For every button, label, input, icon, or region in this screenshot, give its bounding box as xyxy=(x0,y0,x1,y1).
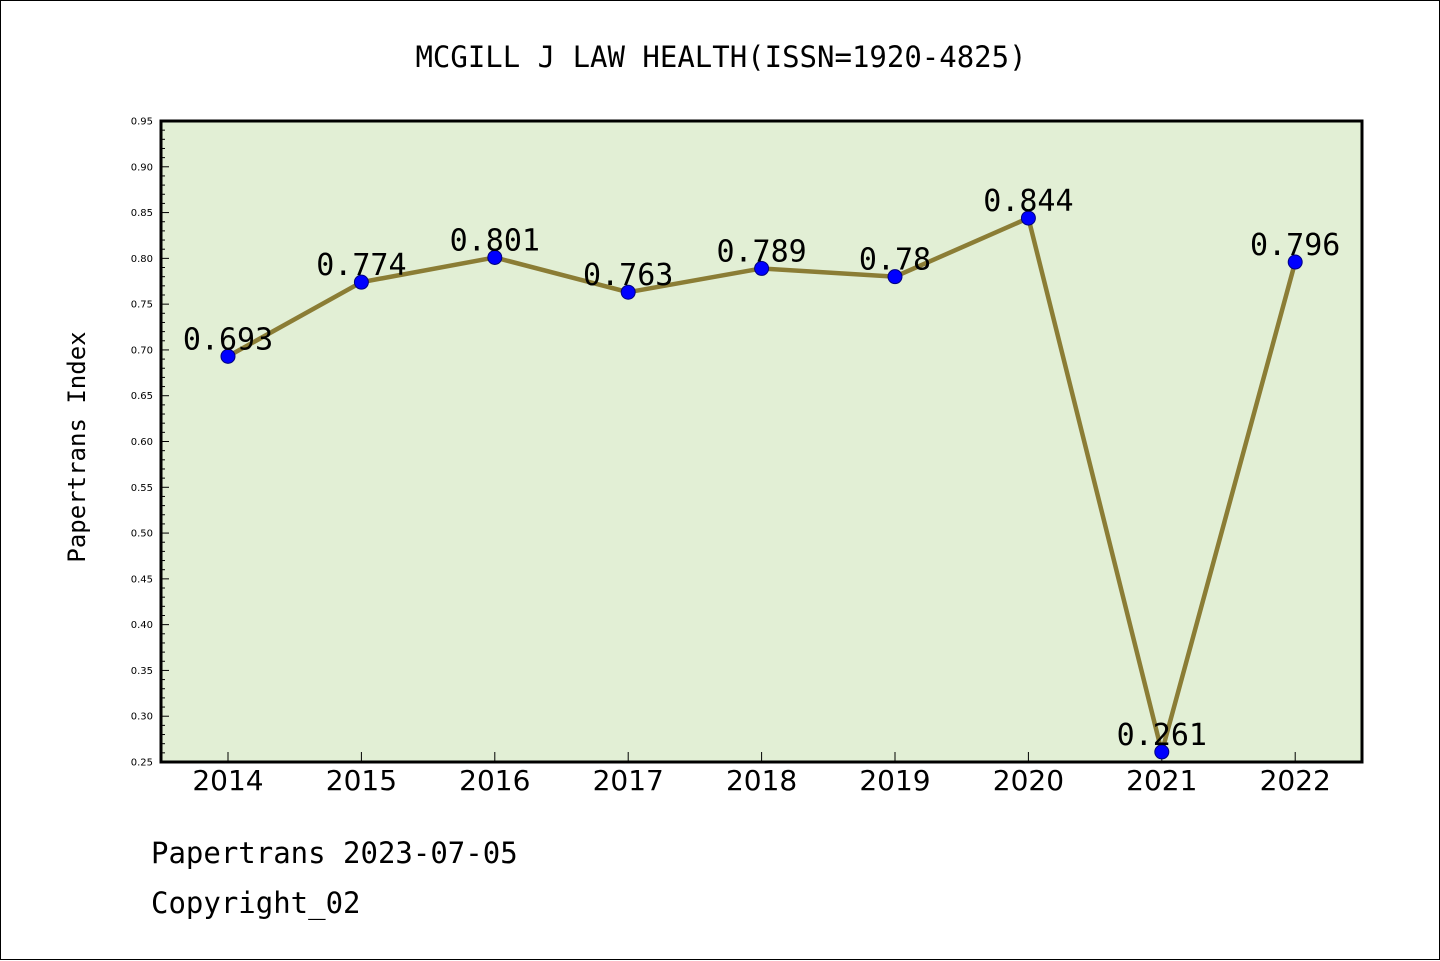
data-point xyxy=(1287,254,1303,270)
y-tick-label: 0.60 xyxy=(131,437,153,448)
y-tick-label: 0.50 xyxy=(131,529,153,540)
x-tick-label: 2016 xyxy=(459,764,530,797)
series-group: 0.693 0.774 0.801 0.763 0.789 0.78 0.844 0.261 0… xyxy=(183,184,1340,760)
data-label: 0.693 xyxy=(183,322,273,357)
x-tick-label: 2015 xyxy=(326,764,397,797)
data-label: 0.789 xyxy=(716,234,806,269)
data-label: 0.844 xyxy=(983,184,1073,219)
y-tick-label: 0.85 xyxy=(131,208,153,219)
data-point xyxy=(887,269,903,285)
data-label: 0.78 xyxy=(859,243,931,278)
y-tick-label: 0.30 xyxy=(131,712,153,723)
data-label: 0.261 xyxy=(1117,718,1207,753)
footer-date: Papertrans 2023-07-05 xyxy=(151,836,518,870)
x-tick-label: 2020 xyxy=(993,764,1064,797)
data-label: 0.796 xyxy=(1250,228,1340,263)
x-tick-label: 2021 xyxy=(1126,764,1197,797)
chart-title: MCGILL J LAW HEALTH(ISSN=1920-4825) xyxy=(415,40,1026,74)
data-point xyxy=(487,249,503,265)
y-tick-label: 0.95 xyxy=(131,117,153,128)
y-tick-label: 0.35 xyxy=(131,666,153,677)
y-tick-label: 0.90 xyxy=(131,162,153,173)
x-axis: 2014 2015 2016 2017 2018 2019 2020 2021 2022 xyxy=(192,752,1331,797)
y-tick-label: 0.25 xyxy=(131,758,153,769)
y-axis-label: Papertrans Index xyxy=(63,331,91,562)
data-point xyxy=(220,348,236,364)
y-tick-label: 0.55 xyxy=(131,483,153,494)
y-axis: 0.25 0.30 0.35 0.40 0.45 0.50 0.55 0.60 0.65 0.70… xyxy=(131,117,169,769)
x-tick-label: 2018 xyxy=(726,764,797,797)
footer-copyright: Copyright_02 xyxy=(151,886,361,920)
data-point xyxy=(353,274,369,290)
y-tick-label: 0.70 xyxy=(131,345,153,356)
data-point xyxy=(1020,210,1036,226)
x-tick-label: 2014 xyxy=(192,764,263,797)
data-label: 0.801 xyxy=(450,223,540,258)
y-tick-label: 0.65 xyxy=(131,391,153,402)
data-label: 0.763 xyxy=(583,258,673,293)
data-point xyxy=(620,284,636,300)
y-tick-label: 0.75 xyxy=(131,300,153,311)
y-tick-label: 0.80 xyxy=(131,254,153,265)
x-tick-label: 2022 xyxy=(1260,764,1331,797)
x-tick-label: 2017 xyxy=(593,764,664,797)
plot-area xyxy=(159,119,1364,764)
data-point xyxy=(1154,744,1170,760)
data-label: 0.774 xyxy=(316,248,406,283)
data-point xyxy=(754,260,770,276)
y-tick-label: 0.40 xyxy=(131,620,153,631)
x-tick-label: 2019 xyxy=(859,764,930,797)
y-tick-label: 0.45 xyxy=(131,574,153,585)
